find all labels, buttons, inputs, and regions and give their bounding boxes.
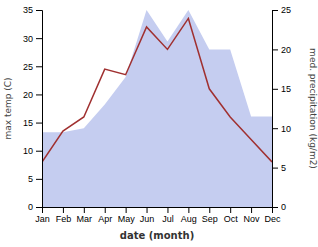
tick-mark bbox=[126, 207, 127, 213]
tick-label: 25 bbox=[281, 5, 291, 15]
tick: 10 bbox=[272, 124, 291, 134]
tick-mark bbox=[272, 207, 278, 208]
tick: Feb bbox=[56, 207, 72, 224]
tick-label: 20 bbox=[23, 90, 33, 100]
tick-mark bbox=[188, 207, 189, 213]
tick-mark bbox=[272, 128, 278, 129]
tick: 15 bbox=[23, 118, 42, 128]
area bbox=[42, 10, 272, 207]
tick-label: 10 bbox=[281, 124, 291, 134]
tick-label: Sep bbox=[202, 214, 218, 224]
tick-mark bbox=[36, 123, 42, 124]
tick: May bbox=[118, 207, 136, 224]
tick: Nov bbox=[244, 207, 261, 224]
tick-mark bbox=[36, 66, 42, 67]
tick: Sep bbox=[202, 207, 218, 224]
tick-mark bbox=[167, 207, 168, 213]
tick: 25 bbox=[272, 5, 291, 15]
tick-mark bbox=[272, 10, 278, 11]
tick-mark bbox=[63, 207, 64, 213]
tick: 20 bbox=[272, 45, 291, 55]
tick: 25 bbox=[23, 62, 42, 72]
axis-line bbox=[36, 11, 43, 208]
y2-axis-title: med. precipitation (kg/m2) bbox=[308, 48, 318, 169]
axis-line bbox=[273, 11, 279, 208]
tick-label: Apr bbox=[98, 214, 112, 224]
tick-mark bbox=[230, 207, 231, 213]
tick-label: 5 bbox=[28, 174, 33, 184]
tick-label: 15 bbox=[23, 118, 33, 128]
tick: Oct bbox=[224, 207, 239, 224]
chart-container: JanFebMarAprMayJunJulAugSepOctNovDec0510… bbox=[0, 0, 318, 247]
tick-mark bbox=[147, 207, 148, 213]
tick-mark bbox=[251, 207, 252, 213]
tick-label: Jul bbox=[162, 214, 174, 224]
tick-mark bbox=[272, 49, 278, 50]
tick-label: 5 bbox=[281, 163, 286, 173]
axis-line bbox=[43, 208, 273, 214]
x-axis: Jan Feb Mar Apr May Jun Jul Aug Sep Oct NovDec bbox=[35, 207, 281, 224]
tick-label: Jan bbox=[35, 214, 50, 224]
tick-mark bbox=[105, 207, 106, 213]
tick: Dec bbox=[264, 207, 281, 224]
tick: Jul bbox=[162, 207, 174, 224]
tick-label: 20 bbox=[281, 45, 291, 55]
tick-label: 10 bbox=[23, 146, 33, 156]
tick-mark bbox=[84, 207, 85, 213]
tick-label: May bbox=[118, 214, 136, 224]
tick-label: Oct bbox=[224, 214, 239, 224]
y-axis: 0 5 10 15 20 25 30 35 bbox=[23, 5, 43, 212]
tick-mark bbox=[272, 168, 278, 169]
tick-label: 0 bbox=[281, 202, 286, 212]
tick-mark bbox=[36, 151, 42, 152]
tick-label: Dec bbox=[264, 214, 281, 224]
tick: 30 bbox=[23, 34, 42, 44]
tick: 0 bbox=[28, 202, 42, 212]
tick: Mar bbox=[77, 207, 93, 224]
plot: JanFebMarAprMayJunJulAugSepOctNovDec0510… bbox=[23, 5, 291, 224]
tick: 0 bbox=[272, 202, 286, 212]
y2-axis: 0 5 10 15 20 25 bbox=[272, 5, 291, 212]
tick: Apr bbox=[98, 207, 112, 224]
tick: 10 bbox=[23, 146, 42, 156]
tick-label: 0 bbox=[28, 202, 33, 212]
x-axis-title: date (month) bbox=[120, 230, 194, 241]
tick: 5 bbox=[28, 174, 42, 184]
tick: 35 bbox=[23, 5, 42, 15]
tick-mark bbox=[209, 207, 210, 213]
tick-mark bbox=[36, 179, 42, 180]
chart: JanFebMarAprMayJunJulAugSepOctNovDec0510… bbox=[0, 0, 318, 247]
tick-label: 35 bbox=[23, 5, 33, 15]
marks bbox=[42, 10, 272, 207]
y-axis-title: max temp (C) bbox=[3, 77, 13, 139]
tick: Jun bbox=[140, 207, 155, 224]
tick: 5 bbox=[272, 163, 286, 173]
tick-label: 15 bbox=[281, 84, 291, 94]
tick-mark bbox=[36, 207, 42, 208]
tick-label: 30 bbox=[23, 34, 33, 44]
tick-label: Mar bbox=[77, 214, 93, 224]
tick-label: Jun bbox=[140, 214, 155, 224]
tick-label: Aug bbox=[181, 214, 197, 224]
tick-mark bbox=[272, 89, 278, 90]
tick: Aug bbox=[181, 207, 197, 224]
tick: 15 bbox=[272, 84, 291, 94]
line bbox=[42, 18, 272, 162]
tick-mark bbox=[36, 38, 42, 39]
tick: Jan bbox=[35, 207, 50, 224]
tick-label: 25 bbox=[23, 62, 33, 72]
tick-label: Nov bbox=[244, 214, 261, 224]
tick: 20 bbox=[23, 90, 42, 100]
tick-label: Feb bbox=[56, 214, 72, 224]
tick-mark bbox=[36, 10, 42, 11]
tick-mark bbox=[36, 94, 42, 95]
